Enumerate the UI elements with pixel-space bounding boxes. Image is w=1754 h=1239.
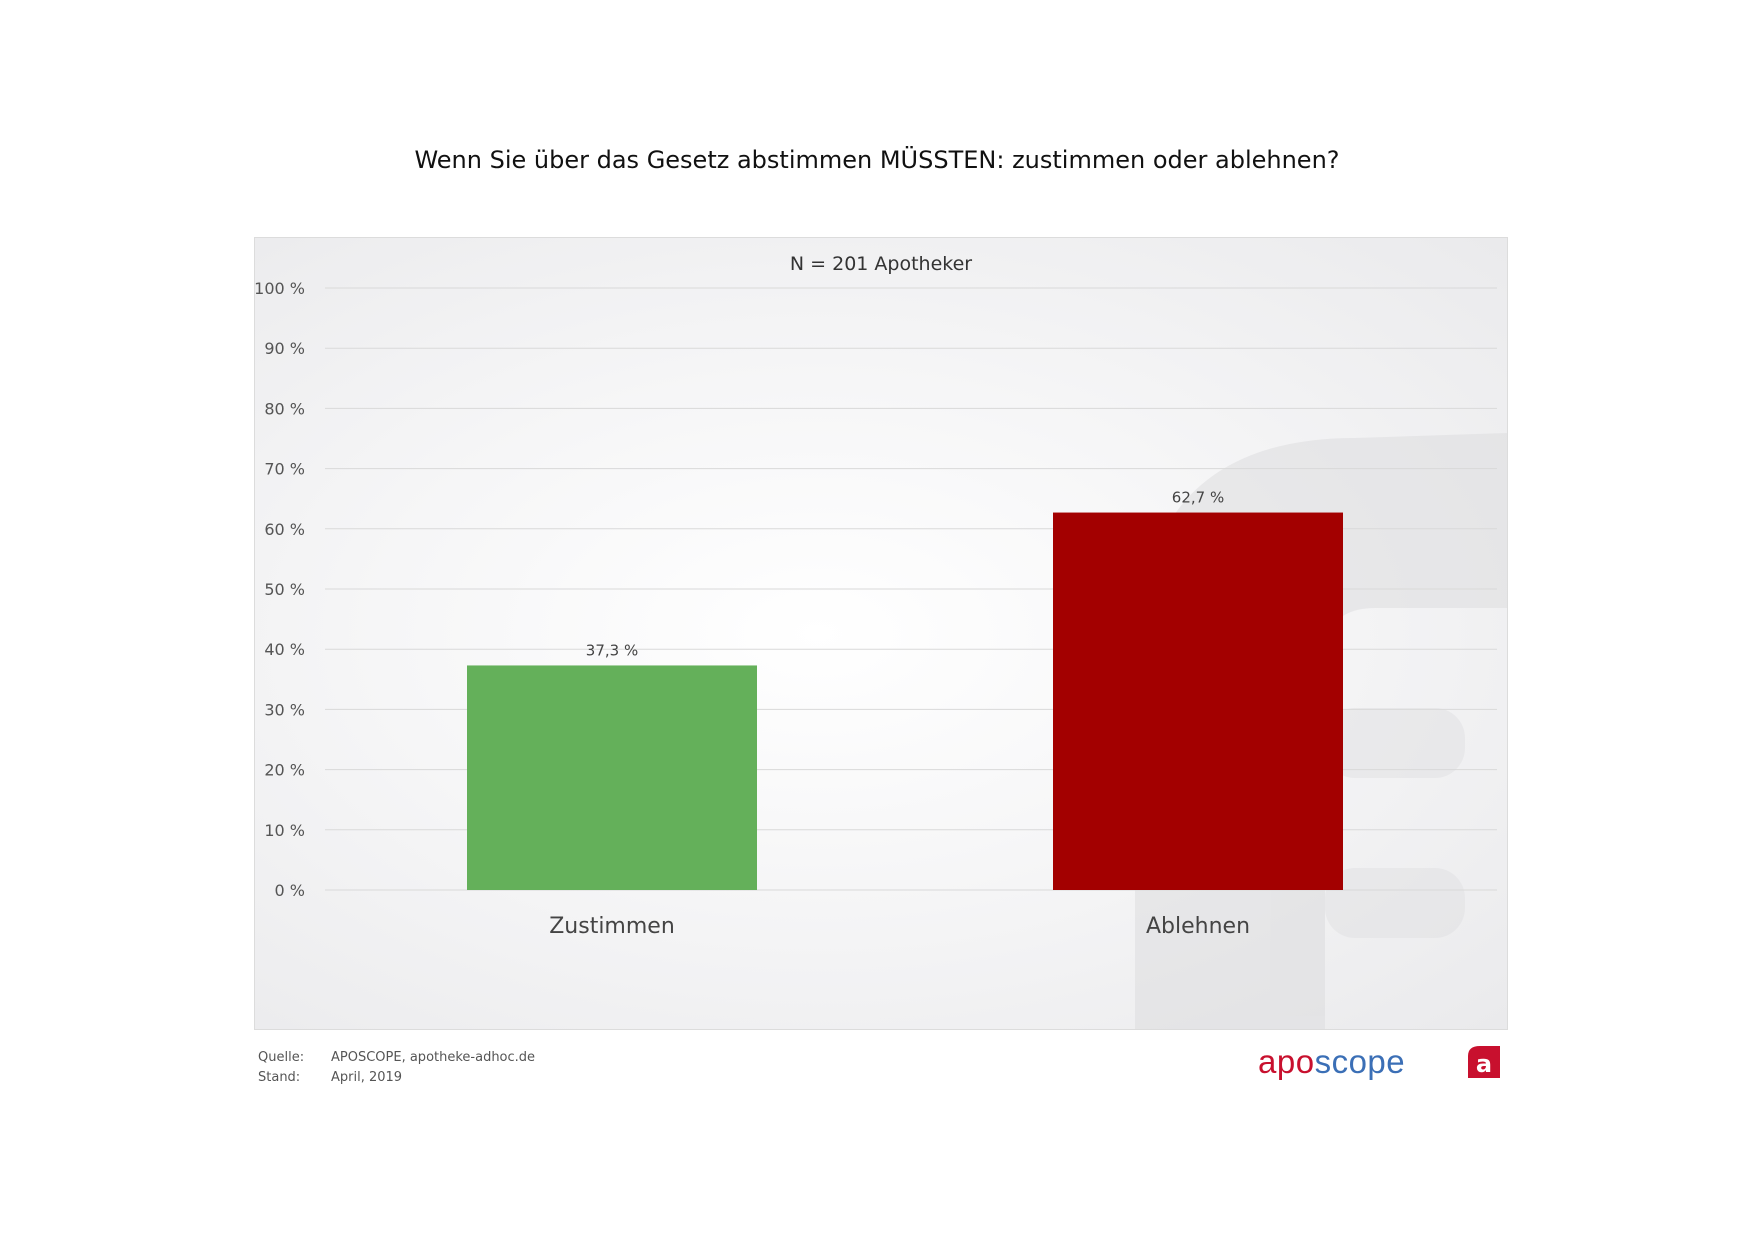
data-label: 62,7 % [1172, 489, 1224, 507]
x-axis: Zustimmen Ablehnen [549, 914, 1250, 939]
date-label: Stand: [258, 1070, 301, 1085]
footer-values: APOSCOPE, apotheke-adhoc.de April, 2019 [331, 1050, 535, 1090]
logo-letter: a [1476, 1050, 1492, 1078]
source-label: Quelle: [258, 1050, 305, 1065]
y-tick-label: 40 % [264, 640, 305, 659]
bar-chart: N = 201 Apotheker 0 % 10 % 20 % 30 % 40 % 50 … [255, 253, 1507, 1029]
source-value: APOSCOPE, apotheke-adhoc.de [331, 1050, 536, 1065]
y-tick-label: 10 % [264, 821, 305, 840]
x-tick-label: Ablehnen [1146, 914, 1250, 939]
y-tick-label: 90 % [264, 339, 305, 358]
bar-zustimmen [467, 665, 757, 890]
x-tick-label: Zustimmen [549, 914, 675, 939]
y-tick-label: 80 % [264, 399, 305, 418]
bars [467, 512, 1343, 890]
chart-title: Wenn Sie über das Gesetz abstimmen MÜSST… [414, 146, 1340, 174]
data-labels: 37,3 % 62,7 % [586, 489, 1224, 660]
y-tick-label: 70 % [264, 460, 305, 479]
brand-scope: scope [1314, 1043, 1406, 1080]
chart-panel: N = 201 Apotheker 0 % 10 % 20 % 30 % 40 % 50 … [254, 237, 1508, 1030]
y-tick-label: 0 % [275, 881, 305, 900]
footer-labels: Quelle: Stand: [258, 1050, 304, 1090]
bar-ablehnen [1053, 512, 1343, 890]
chart-subtitle: N = 201 Apotheker [790, 253, 972, 275]
y-tick-label: 60 % [264, 520, 305, 539]
brand-apo: apo [1258, 1043, 1315, 1080]
y-tick-label: 30 % [264, 700, 305, 719]
y-tick-label: 100 % [255, 279, 305, 298]
y-tick-label: 50 % [264, 580, 305, 599]
apotheke-adhoc-logo-icon: a [1468, 1046, 1500, 1078]
date-value: April, 2019 [331, 1070, 403, 1085]
aposcope-wordmark: aposcope [1258, 1040, 1405, 1084]
y-axis: 0 % 10 % 20 % 30 % 40 % 50 % 60 % 70 % 80 % 90 % 1… [255, 279, 305, 900]
data-label: 37,3 % [586, 641, 638, 659]
y-tick-label: 20 % [264, 761, 305, 780]
